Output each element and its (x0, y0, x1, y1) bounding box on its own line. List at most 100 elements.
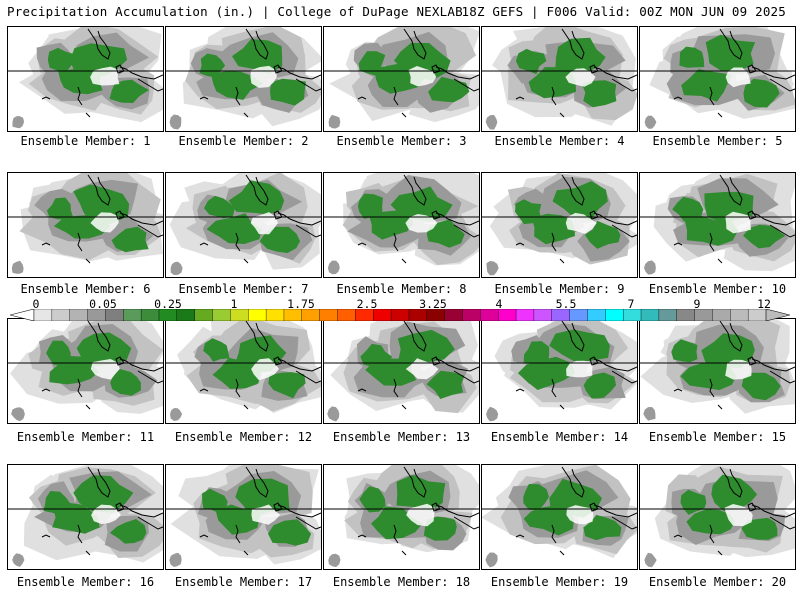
precip-map (482, 27, 637, 130)
precip-map (482, 319, 637, 422)
precip-contour (681, 69, 733, 102)
colorbar-min-arrow (10, 309, 35, 321)
precip-contour (523, 505, 574, 536)
precip-contour (584, 220, 621, 249)
ensemble-member-caption: Ensemble Member: 9 (494, 282, 625, 296)
coastline (41, 28, 163, 118)
ensemble-member-map (639, 464, 796, 570)
precip-contour (426, 370, 465, 399)
precip-contour (73, 184, 130, 224)
ensemble-member-caption: Ensemble Member: 10 (648, 282, 787, 296)
colorbar-swatch (248, 309, 267, 321)
precip-contour (680, 361, 737, 391)
dry-area (724, 504, 753, 527)
precip-contour (515, 48, 547, 75)
dry-area (405, 214, 438, 233)
precip-map (324, 319, 479, 422)
colorbar-swatch (51, 309, 71, 321)
colorbar-swatch (212, 309, 231, 321)
colorbar-swatch (462, 309, 481, 321)
precip-contour (368, 210, 413, 240)
ensemble-member-map (639, 318, 796, 424)
map-title: Precipitation Accumulation (in.) | Colle… (7, 4, 463, 19)
coastline (673, 466, 795, 556)
precip-contour (701, 333, 755, 368)
colorbar-swatch (712, 309, 731, 321)
colorbar-label: 9 (693, 297, 701, 311)
ensemble-member-map (165, 26, 322, 132)
precip-contour (486, 406, 499, 422)
precip-contour (741, 517, 778, 540)
precip-contour (515, 199, 542, 225)
dry-area (566, 505, 594, 525)
precip-contour (357, 193, 383, 219)
precip-map (166, 465, 321, 567)
precip-contour (46, 197, 74, 220)
ensemble-member-map (7, 26, 164, 132)
precip-map (166, 173, 321, 275)
colorbar-swatch (444, 309, 463, 321)
colorbar-swatch (605, 309, 624, 321)
precip-contour (671, 339, 698, 363)
precip-contour (583, 514, 622, 541)
precip-contour (327, 260, 340, 275)
precip-contour (12, 553, 25, 567)
ensemble-member-map (165, 464, 322, 570)
precip-contour (327, 406, 340, 422)
precip-map (324, 27, 479, 129)
colorbar-label: 0 (32, 297, 40, 311)
ensemble-member-caption: Ensemble Member: 17 (174, 575, 313, 589)
ensemble-member-caption: Ensemble Member: 19 (490, 575, 629, 589)
precip-contour (328, 114, 341, 129)
precip-contour (170, 408, 183, 421)
ensemble-member-caption: Ensemble Member: 18 (332, 575, 471, 589)
precip-map (324, 173, 479, 275)
colorbar-swatch (390, 309, 410, 321)
precip-contour (360, 343, 392, 367)
coastline (515, 174, 637, 264)
precip-contour (215, 504, 261, 535)
coastline (41, 466, 163, 556)
precip-contour (212, 357, 262, 389)
model-run-info: 18Z GEFS | F006 Valid: 00Z MON JUN 09 20… (461, 4, 786, 19)
colorbar-swatch (319, 309, 339, 321)
colorbar-label: 2.5 (356, 297, 378, 311)
precip-contour (644, 115, 657, 129)
colorbar-label: 4 (495, 297, 503, 311)
precip-contour (583, 372, 616, 399)
coastline (199, 320, 321, 410)
precip-contour (170, 261, 183, 275)
ensemble-member-caption: Ensemble Member: 5 (652, 134, 783, 148)
colorbar-swatch (640, 309, 660, 321)
colorbar-label: 12 (757, 297, 771, 311)
precip-map (640, 27, 795, 129)
precip-contour (169, 114, 182, 130)
precip-contour (202, 488, 228, 514)
coastline (357, 466, 479, 556)
precip-map (482, 173, 637, 276)
precip-map (640, 319, 795, 421)
colorbar-swatch (123, 309, 142, 321)
precip-contour (531, 213, 575, 245)
ensemble-member-caption: Ensemble Member: 16 (16, 575, 155, 589)
ensemble-member-map (639, 172, 796, 278)
precip-contour (358, 51, 386, 76)
ensemble-member-map (481, 26, 638, 132)
coastline (199, 28, 321, 118)
precip-contour (705, 34, 756, 71)
precip-contour (268, 519, 312, 546)
precip-contour (396, 474, 446, 511)
precip-contour (211, 71, 264, 100)
coastline (515, 28, 637, 118)
precip-map (640, 465, 795, 568)
precip-contour (644, 552, 657, 568)
dry-area (251, 358, 280, 381)
precip-contour (270, 78, 306, 106)
ensemble-member-map (7, 172, 164, 278)
ensemble-member-caption: Ensemble Member: 11 (16, 430, 155, 444)
coastline (199, 174, 321, 264)
colorbar-max-arrow (765, 309, 790, 321)
colorbar-swatch (69, 309, 89, 321)
colorbar-swatch (337, 309, 356, 321)
precip-contour (485, 114, 498, 130)
